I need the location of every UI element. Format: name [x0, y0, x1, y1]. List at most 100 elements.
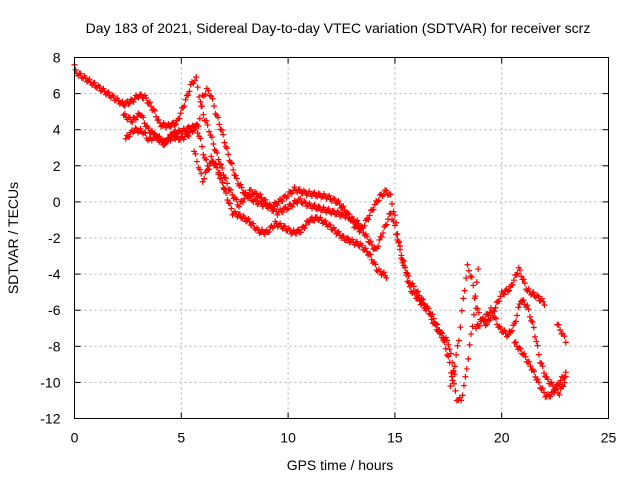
data-point — [284, 193, 291, 200]
data-point — [339, 203, 346, 210]
series-trace-e — [426, 266, 482, 404]
data-point — [537, 359, 544, 366]
data-point — [254, 201, 261, 208]
data-point — [322, 217, 329, 224]
data-point — [138, 91, 145, 98]
data-point — [514, 270, 521, 277]
data-point — [533, 338, 540, 345]
data-point — [562, 369, 569, 376]
data-point — [198, 103, 205, 110]
data-point — [296, 186, 303, 193]
data-point — [561, 374, 568, 381]
data-point — [196, 166, 203, 173]
data-point — [532, 333, 539, 340]
data-point — [556, 381, 563, 388]
data-point — [448, 373, 455, 380]
data-point — [492, 315, 499, 322]
data-point — [110, 93, 117, 100]
data-point — [219, 179, 226, 186]
data-point — [331, 196, 338, 203]
data-point — [289, 203, 296, 210]
data-point — [121, 110, 128, 117]
data-point — [137, 125, 144, 132]
data-point — [525, 306, 532, 313]
y-tick-label: 6 — [53, 86, 61, 102]
data-point — [489, 310, 496, 317]
data-point — [186, 88, 193, 95]
data-point — [293, 230, 300, 237]
data-point — [145, 100, 152, 107]
data-point — [514, 312, 521, 319]
data-point — [548, 379, 555, 386]
data-point — [301, 198, 308, 205]
data-point — [470, 311, 477, 318]
data-point — [530, 289, 537, 296]
data-point — [535, 379, 542, 386]
data-point — [327, 222, 334, 229]
data-point — [450, 380, 457, 387]
data-point — [227, 200, 234, 207]
data-point — [324, 193, 331, 200]
data-point — [427, 311, 434, 318]
data-point — [455, 337, 462, 344]
data-point — [534, 292, 541, 299]
data-point — [518, 273, 525, 280]
x-tick-label: 10 — [280, 430, 296, 446]
data-point — [197, 135, 204, 142]
data-point — [201, 175, 208, 182]
y-tick-label: -12 — [40, 411, 60, 427]
data-point — [208, 153, 215, 160]
data-point — [437, 329, 444, 336]
data-point — [302, 199, 309, 206]
data-point — [521, 280, 528, 287]
data-point — [232, 172, 239, 179]
data-point — [482, 322, 489, 329]
data-point — [318, 194, 325, 201]
data-point — [501, 291, 508, 298]
data-point — [534, 342, 541, 349]
data-point — [562, 339, 569, 346]
data-point — [167, 137, 174, 144]
data-point — [425, 305, 432, 312]
data-point — [279, 198, 286, 205]
data-point — [132, 116, 139, 123]
data-point — [158, 123, 165, 130]
data-point — [394, 236, 401, 243]
data-point — [364, 233, 371, 240]
data-point — [86, 76, 93, 83]
data-point — [410, 283, 417, 290]
data-point — [224, 145, 231, 152]
series-trace-g — [473, 297, 569, 398]
data-point — [540, 389, 547, 396]
data-point — [185, 92, 192, 99]
data-point — [190, 127, 197, 134]
data-point — [561, 333, 568, 340]
data-point — [462, 373, 469, 380]
data-point — [216, 121, 223, 128]
data-point — [311, 201, 318, 208]
data-point — [253, 190, 260, 197]
data-point — [393, 219, 400, 226]
data-point — [228, 160, 235, 167]
data-point — [340, 203, 347, 210]
series-trace-d — [191, 148, 228, 193]
data-point — [153, 113, 160, 120]
data-point — [551, 389, 558, 396]
data-point — [126, 133, 133, 140]
data-point — [460, 382, 467, 389]
data-point — [156, 133, 163, 140]
data-point — [180, 136, 187, 143]
data-point — [366, 250, 373, 257]
data-point — [342, 214, 349, 221]
data-point — [552, 386, 559, 393]
data-point — [181, 102, 188, 109]
data-point — [354, 217, 361, 224]
axis-ticks: 0 5 10 15 20 25 -12 -10 -8 -6 -4 -2 0 2 4 6 8 — [40, 50, 616, 446]
data-point — [194, 129, 201, 136]
data-point — [317, 207, 324, 214]
data-point — [441, 338, 448, 345]
data-point — [521, 350, 528, 357]
data-point — [326, 192, 333, 199]
data-point — [306, 219, 313, 226]
